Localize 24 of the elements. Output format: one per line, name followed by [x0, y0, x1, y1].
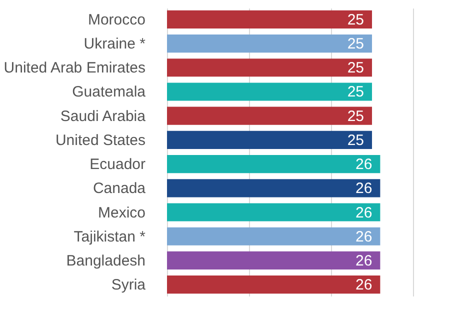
y-tick-label: Bangladesh [66, 252, 146, 270]
y-tick-label: Saudi Arabia [60, 108, 146, 125]
data-label: 26 [356, 156, 372, 174]
y-tick-label: Mexico [98, 204, 146, 222]
data-label: 26 [356, 276, 372, 294]
data-label: 25 [347, 11, 364, 28]
data-label: 26 [356, 228, 372, 246]
y-tick-label: Canada [92, 180, 146, 198]
y-tick-label: United States [55, 132, 146, 149]
y-tick-label: Morocco [88, 11, 146, 28]
y-tick-label: Syria [111, 276, 146, 294]
data-label: 25 [347, 36, 364, 53]
data-label: 26 [356, 252, 372, 270]
y-tick-label: Guatemala [72, 84, 146, 101]
y-tick-label: Ecuador [90, 156, 146, 174]
data-label: 26 [356, 180, 372, 198]
y-tick-label: United Arab Emirates [4, 60, 146, 77]
data-label: 25 [347, 108, 364, 125]
data-label: 25 [347, 84, 364, 101]
data-label: 26 [356, 204, 372, 222]
y-tick-label: Ukraine * [84, 36, 146, 53]
data-label: 25 [347, 60, 364, 77]
data-label: 25 [347, 132, 364, 149]
y-tick-label: Tajikistan * [74, 228, 146, 246]
